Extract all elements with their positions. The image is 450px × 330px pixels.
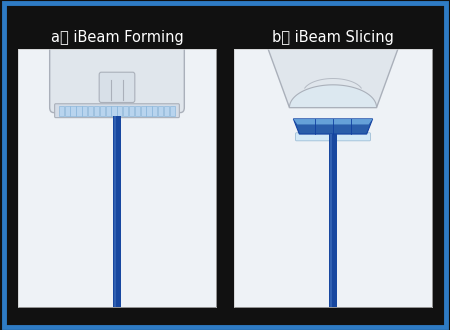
- Bar: [100, 106, 105, 116]
- Bar: [123, 106, 128, 116]
- FancyBboxPatch shape: [296, 133, 370, 141]
- Bar: [330, 134, 332, 307]
- Bar: [111, 106, 117, 116]
- Bar: [135, 106, 140, 116]
- Bar: [117, 106, 122, 116]
- Bar: [164, 106, 169, 116]
- Polygon shape: [264, 37, 402, 108]
- FancyBboxPatch shape: [50, 39, 184, 113]
- Text: a： iBeam Forming: a： iBeam Forming: [50, 30, 184, 46]
- FancyBboxPatch shape: [99, 72, 135, 103]
- Bar: [88, 106, 93, 116]
- Bar: [140, 106, 146, 116]
- Bar: [105, 106, 111, 116]
- Bar: [129, 106, 134, 116]
- Bar: [113, 115, 121, 307]
- Polygon shape: [293, 119, 373, 134]
- Text: b： iBeam Slicing: b： iBeam Slicing: [272, 30, 394, 46]
- Bar: [82, 106, 87, 116]
- Bar: [152, 106, 158, 116]
- Bar: [146, 106, 152, 116]
- Bar: [65, 106, 70, 116]
- Bar: [59, 106, 64, 116]
- Bar: [158, 106, 163, 116]
- Bar: [71, 106, 76, 116]
- Polygon shape: [289, 85, 377, 108]
- Bar: [170, 106, 175, 116]
- Bar: [94, 106, 99, 116]
- Bar: [114, 115, 116, 307]
- Polygon shape: [293, 119, 373, 124]
- Bar: [329, 134, 337, 307]
- Bar: [76, 106, 81, 116]
- FancyBboxPatch shape: [54, 104, 180, 117]
